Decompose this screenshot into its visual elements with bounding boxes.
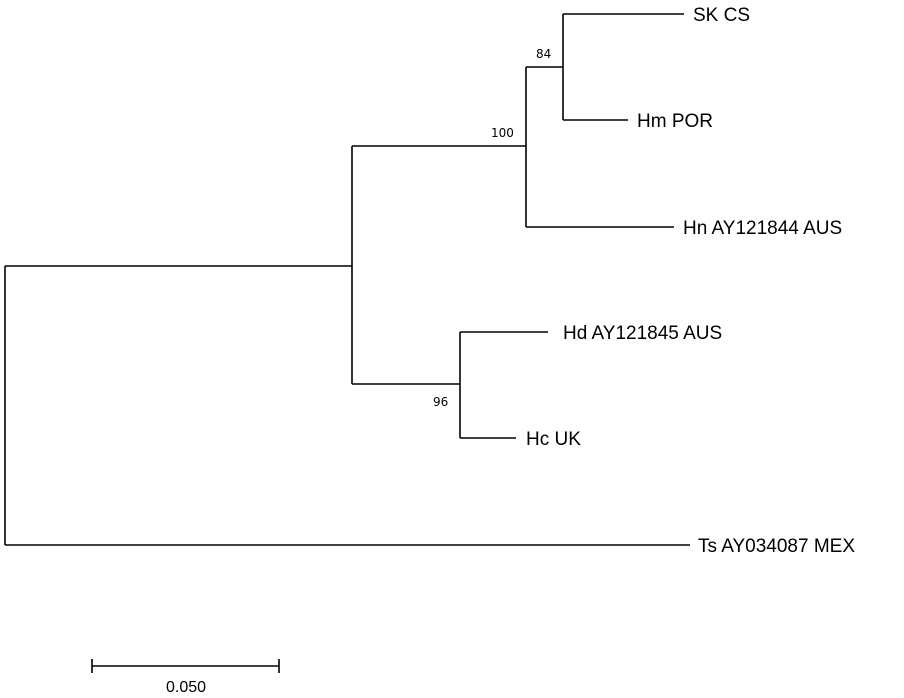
scale-bar: 0.050 <box>91 659 280 696</box>
scale-bar-label: 0.050 <box>166 679 206 696</box>
taxon-label-hm: Hm POR <box>637 111 713 132</box>
taxon-label-hc: Hc UK <box>526 429 581 450</box>
taxon-label-sk: SK CS <box>693 5 750 26</box>
taxon-label-hd: Hd AY121845 AUS <box>563 323 722 344</box>
bootstrap-value-100: 100 <box>491 126 514 140</box>
taxon-label-ts: Ts AY034087 MEX <box>698 536 855 557</box>
bootstrap-value-96: 96 <box>433 395 448 409</box>
taxon-label-hn: Hn AY121844 AUS <box>683 218 842 239</box>
bootstrap-value-84: 84 <box>536 47 551 61</box>
